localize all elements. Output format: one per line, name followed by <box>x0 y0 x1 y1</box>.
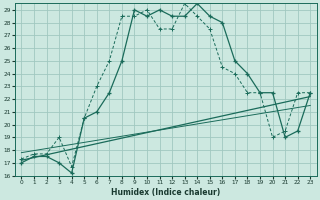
X-axis label: Humidex (Indice chaleur): Humidex (Indice chaleur) <box>111 188 220 197</box>
